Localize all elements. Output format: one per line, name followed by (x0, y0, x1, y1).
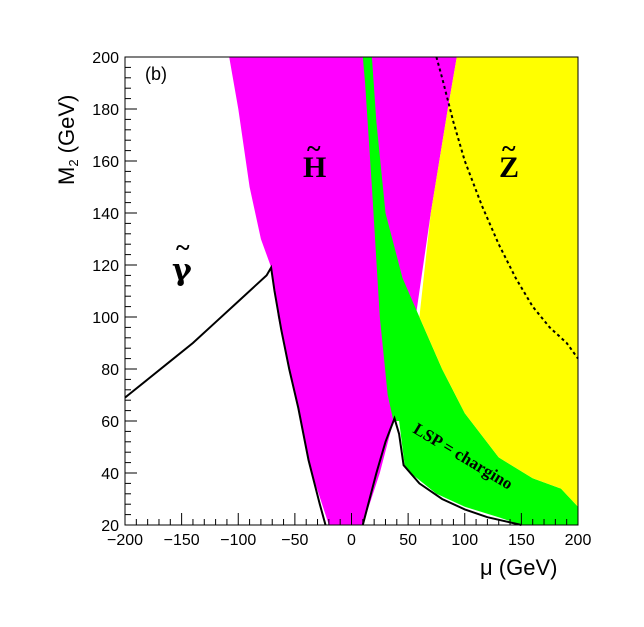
region-h (229, 57, 457, 525)
y-axis-label: M2 (GeV) (54, 95, 81, 185)
y-tick-label: 40 (101, 466, 119, 483)
tick-label-layer: −200 −150 −100 −50 0 50 100 150 200 20 40 60 80 100 12… (92, 50, 591, 549)
y-axis-label-sub: 2 (66, 159, 81, 166)
region-lsp-chargino (362, 57, 578, 525)
panel-label: (b) (145, 64, 167, 84)
y-tick-label: 160 (92, 154, 119, 171)
y-tick-label: 80 (101, 362, 119, 379)
boundary-curve-left (124, 264, 327, 526)
tick-layer (124, 56, 579, 526)
zino-label: Z (499, 151, 519, 184)
x-tick-label: −200 (107, 532, 143, 549)
x-tick-label: 50 (399, 532, 417, 549)
y-axis-label-main: M (54, 167, 79, 185)
x-axis-label: μ (GeV) (480, 555, 557, 580)
higgsino-label: H (303, 151, 326, 184)
y-tick-label: 100 (92, 310, 119, 327)
x-tick-label: 150 (508, 532, 535, 549)
x-tick-label: −100 (220, 532, 256, 549)
photino-tilde: ~ (176, 233, 190, 262)
region-z (419, 57, 578, 507)
x-tick-label: 200 (565, 532, 592, 549)
y-tick-label: 140 (92, 206, 119, 223)
y-tick-label: 200 (92, 50, 119, 67)
x-tick-label: 0 (347, 532, 356, 549)
x-tick-label: −50 (281, 532, 308, 549)
region-layer (229, 57, 578, 525)
x-tick-label: −150 (164, 532, 200, 549)
curve-layer (124, 56, 579, 526)
boundary-curve-right (361, 415, 522, 526)
svg-text:M2 (GeV): M2 (GeV) (54, 95, 81, 185)
higgsino-tilde: ~ (307, 134, 321, 163)
photino-label: γ (172, 253, 192, 288)
y-tick-label: 20 (101, 518, 119, 535)
zino-tilde: ~ (502, 134, 516, 163)
x-tick-label: 100 (451, 532, 478, 549)
y-tick-label: 120 (92, 258, 119, 275)
y-tick-label: 180 (92, 102, 119, 119)
y-tick-label: 60 (101, 414, 119, 431)
y-axis-label-rest: (GeV) (54, 95, 79, 160)
